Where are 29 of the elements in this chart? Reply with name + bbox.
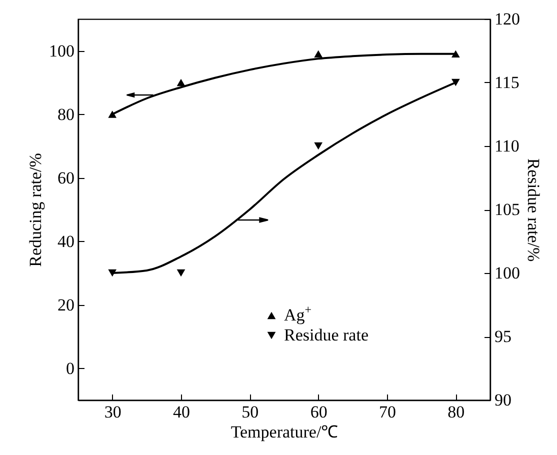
y-axis-title: Reducing rate/% [26,153,45,267]
x-tick-label: 30 [104,402,122,422]
point [108,110,117,118]
y2-tick-label: 90 [494,390,512,410]
y-tick-label: 40 [58,232,74,251]
y2-tick-label: 110 [494,136,520,156]
y2-axis-title: Residue rate/% [524,158,543,262]
y2-tick-label: 100 [494,264,520,282]
x-tick-label: 70 [379,402,396,422]
y-tick-label: 0 [66,358,74,378]
y-tick-label: 80 [58,104,74,124]
y2-tick-label: 120 [494,10,520,28]
y2-tick-label: 95 [494,327,512,346]
y-tick-label: 20 [58,295,74,314]
x-tick-label: 80 [448,402,465,422]
y-tick-label: 60 [58,168,74,188]
legend-label: Residue rate [284,326,368,344]
point [176,269,186,277]
y2-tick-label: 105 [494,200,520,219]
legend-label: Ag$^{+}$ [284,302,312,324]
point [314,50,323,58]
x-tick-label: 40 [173,402,190,422]
point [314,142,323,150]
x-axis-title: Temperature/℃ [230,422,338,442]
y-tick-label: 100 [49,41,74,60]
y2-tick-label: 115 [494,73,520,92]
point [176,78,186,86]
x-tick-label: 60 [310,402,328,422]
x-tick-label: 50 [242,402,259,422]
